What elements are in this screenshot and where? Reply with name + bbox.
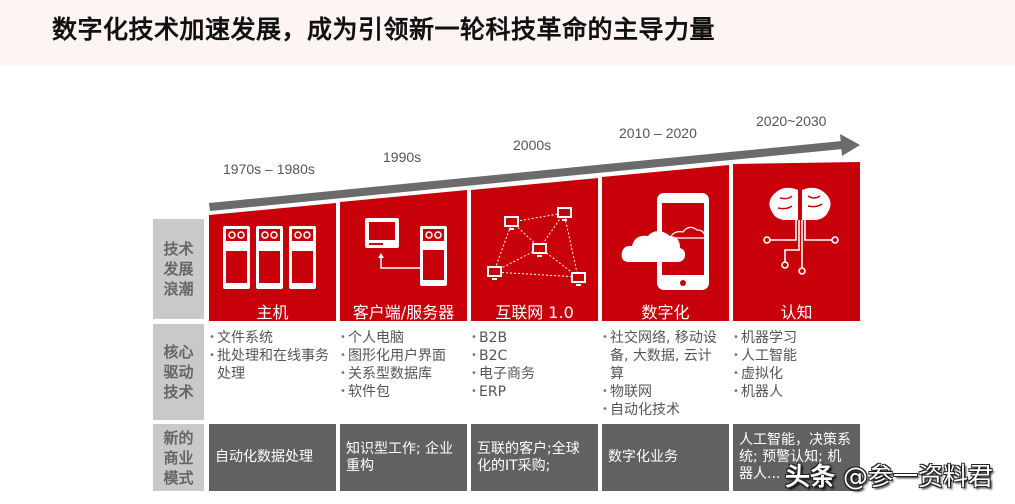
wave-label-mainframe: 主机	[256, 303, 289, 322]
mainframe-icon	[223, 226, 316, 289]
drivers-digital: • 社交网络, 移动设备, 大数据, 云计算 • 物联网 • 自动化技术	[602, 329, 724, 419]
wave-label-client-server: 客户端/服务器	[352, 303, 455, 322]
drivers-client-server: • 个人电脑 • 图形化用户界面 • 关系型数据库 • 软件包	[340, 329, 465, 401]
row-header-tech-wave: 技术 发展 浪潮	[153, 219, 204, 319]
list-item: • 关系型数据库	[340, 366, 432, 382]
era-period-4: 2010 – 2020	[619, 125, 697, 141]
list-item: • ERP	[471, 384, 507, 400]
list-item: • 电子商务	[471, 366, 535, 382]
title-bar: 数字化技术加速发展，成为引领新一轮科技革命的主导力量	[0, 0, 1015, 66]
brain-circuit-icon	[763, 187, 839, 275]
business-cognitive: 人工智能，决策系统; 预警认知; 机器人...	[733, 424, 860, 491]
wave-label-digital: 数字化	[641, 303, 690, 322]
list-item: • 图形化用户界面	[340, 348, 446, 364]
client-server-icon	[365, 218, 447, 286]
row-header-business-model: 新的 商业 模式	[153, 424, 204, 491]
watermark-handle: @参一资料君	[842, 462, 993, 491]
business-client-server: 知识型工作; 企业重构	[340, 424, 467, 491]
drivers-mainframe: • 文件系统 • 批处理和在线事务处理	[209, 329, 329, 383]
watermark: 头条 @参一资料君	[785, 457, 993, 493]
network-icon	[487, 207, 586, 286]
list-item: • 虚拟化	[733, 366, 783, 382]
era-period-2: 1990s	[383, 149, 422, 165]
drivers-internet: • B2B • B2C • 电子商务 • ERP	[471, 329, 591, 401]
era-period-3: 2000s	[513, 137, 552, 153]
page-title: 数字化技术加速发展，成为引领新一轮科技革命的主导力量	[52, 15, 716, 44]
panel-cognitive	[733, 162, 860, 321]
list-item: • 机器人	[733, 384, 783, 400]
list-item: • 软件包	[340, 384, 390, 400]
list-item: • 个人电脑	[340, 330, 404, 346]
list-item: • 社交网络, 移动设备, 大数据, 云计算	[602, 330, 717, 382]
watermark-brand: 头条	[785, 462, 836, 491]
row-header-core-drivers: 核心 驱动 技术	[153, 324, 204, 420]
era-period-5: 2020~2030	[756, 113, 827, 129]
wave-label-internet: 互联网 1.0	[495, 303, 574, 322]
mobile-cloud-icon	[621, 193, 709, 290]
list-item: • B2B	[471, 330, 508, 346]
list-item: • 物联网	[602, 384, 652, 400]
wave-label-cognitive: 认知	[780, 303, 813, 322]
list-item: • 自动化技术	[602, 402, 680, 418]
drivers-cognitive: • 机器学习 • 人工智能 • 虚拟化 • 机器人	[733, 329, 853, 401]
era-period-1: 1970s – 1980s	[223, 161, 315, 177]
timeline-arrow-icon	[209, 134, 860, 211]
business-internet: 互联的客户;全球化的IT采购;	[471, 424, 598, 491]
business-digital: 数字化业务	[602, 424, 729, 491]
list-item: • B2C	[471, 348, 508, 364]
list-item: • 文件系统	[209, 330, 273, 346]
list-item: • 人工智能	[733, 348, 797, 364]
list-item: • 机器学习	[733, 330, 797, 346]
business-mainframe: 自动化数据处理	[209, 424, 336, 491]
list-item: • 批处理和在线事务处理	[209, 348, 329, 382]
